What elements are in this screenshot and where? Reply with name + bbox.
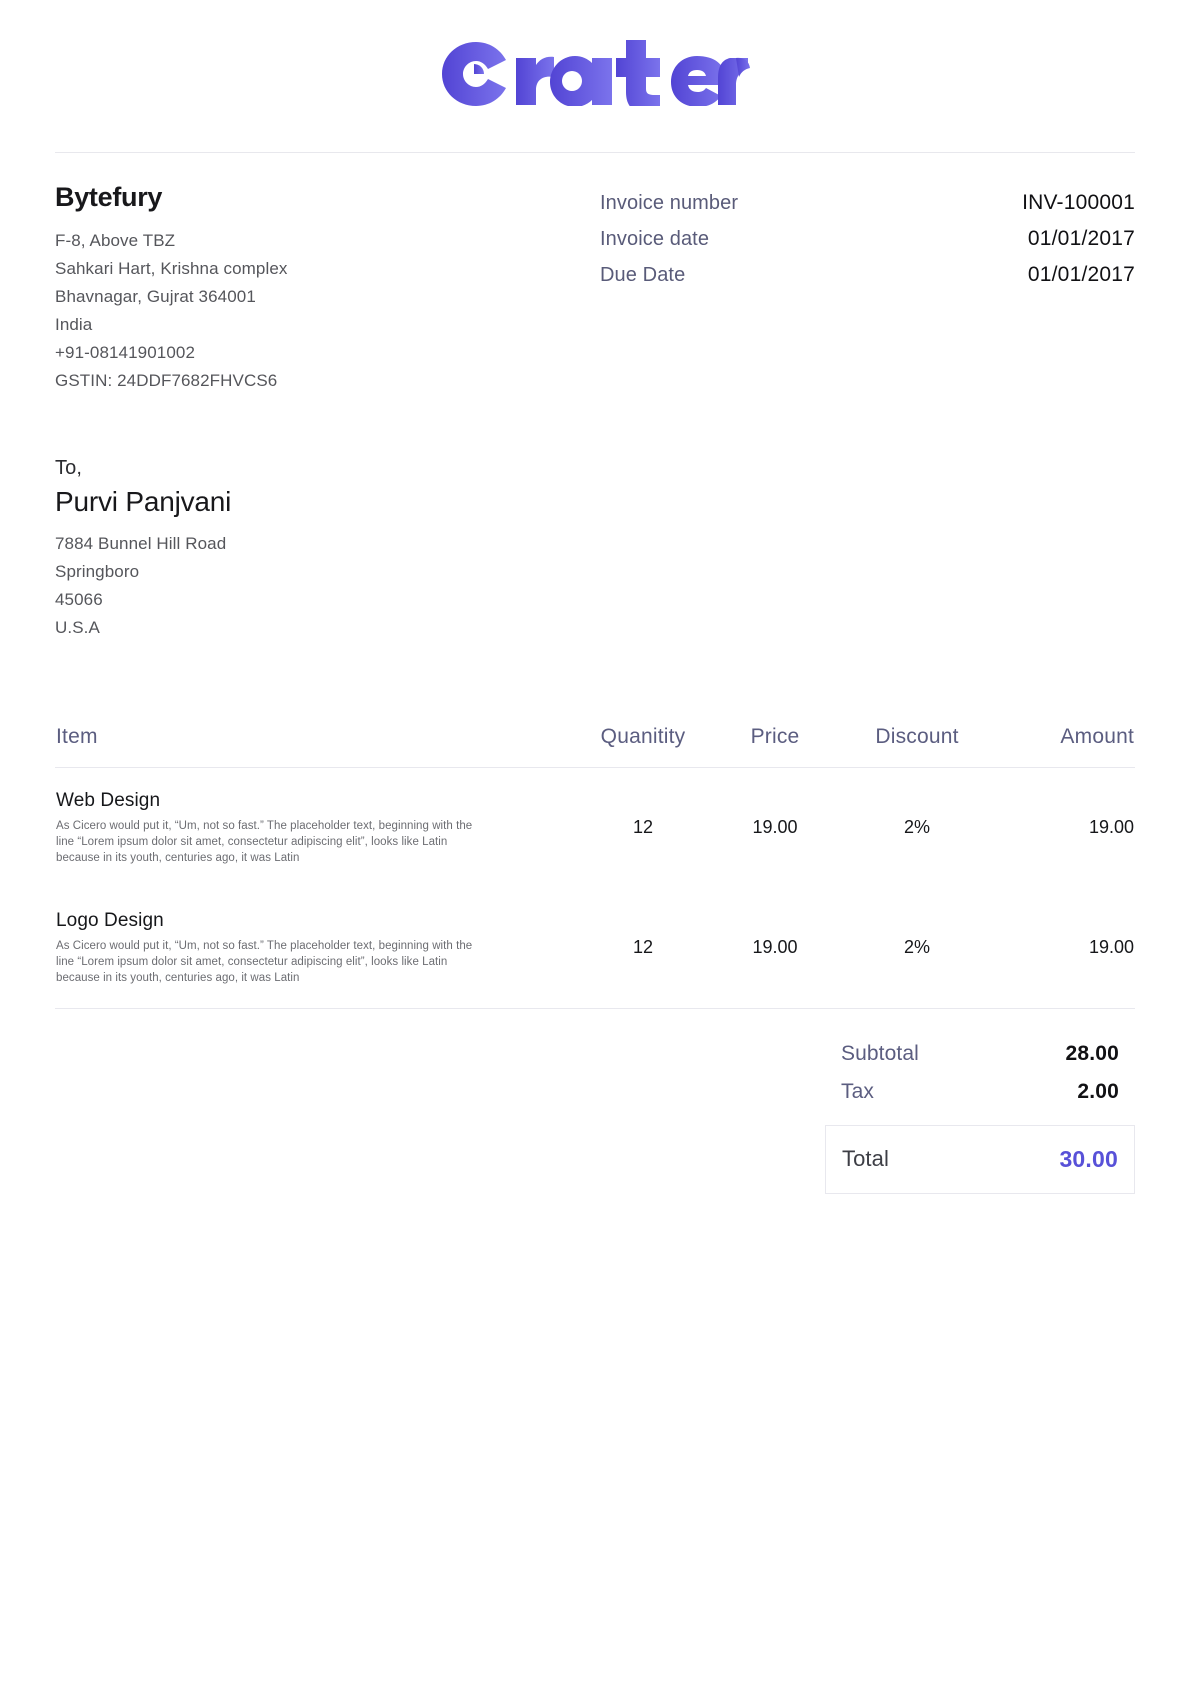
table-row: Web Design As Cicero would put it, “Um, … (55, 767, 1135, 888)
item-discount: 2% (841, 887, 993, 1009)
meta-row-invoice-date: Invoice date 01/01/2017 (600, 227, 1135, 251)
meta-label: Due Date (600, 264, 686, 286)
bill-to-address-line: 45066 (55, 589, 103, 609)
from-gstin: GSTIN: 24DDF7682FHVCS6 (55, 370, 278, 390)
item-amount: 19.00 (993, 887, 1135, 1009)
totals-row-tax: Tax 2.00 (825, 1073, 1135, 1111)
meta-row-due-date: Due Date 01/01/2017 (600, 263, 1135, 287)
totals-row-subtotal: Subtotal 28.00 (825, 1035, 1135, 1073)
meta-value: INV-100001 (1022, 191, 1135, 214)
from-address-line: F-8, Above TBZ (55, 230, 176, 250)
totals-row-total: Total 30.00 (825, 1124, 1135, 1194)
item-cell: Web Design As Cicero would put it, “Um, … (55, 767, 577, 888)
item-cell: Logo Design As Cicero would put it, “Um,… (55, 887, 577, 1009)
column-header-item: Item (56, 724, 98, 748)
items-table: Item Quanitity Price Discount Amount Web… (55, 724, 1135, 1009)
total-value: 30.00 (1059, 1145, 1118, 1172)
column-header-quantity: Quanitity (600, 724, 686, 748)
item-title: Web Design (56, 789, 161, 811)
from-address-line: India (55, 314, 93, 334)
bill-to-block: To, Purvi Panjvani 7884 Bunnel Hill Road… (0, 395, 1190, 642)
bill-to-label: To, (55, 456, 82, 479)
item-amount: 19.00 (1088, 817, 1134, 838)
item-quantity: 12 (577, 887, 709, 1009)
invoice-meta-block: Invoice number INV-100001 Invoice date 0… (600, 183, 1135, 299)
company-name: Bytefury (55, 182, 163, 212)
from-address-line: Sahkari Hart, Krishna complex (55, 258, 288, 278)
meta-row-invoice-number: Invoice number INV-100001 (600, 191, 1135, 215)
column-header-discount: Discount (875, 724, 959, 748)
item-price: 19.00 (752, 817, 798, 838)
items-table-body: Web Design As Cicero would put it, “Um, … (55, 767, 1135, 1009)
items-header-row: Item Quanitity Price Discount Amount (55, 724, 1135, 768)
header-divider (55, 152, 1135, 153)
meta-value: 01/01/2017 (1027, 227, 1135, 250)
item-discount: 2% (903, 817, 930, 838)
column-header-price: Price (750, 724, 800, 748)
crater-logo-icon (442, 40, 750, 106)
item-description: As Cicero would put it, “Um, not so fast… (56, 939, 473, 984)
totals-box: Subtotal 28.00 Tax 2.00 Total 30.00 (825, 1035, 1135, 1194)
totals-section: Subtotal 28.00 Tax 2.00 Total 30.00 (0, 1009, 1190, 1194)
from-phone: +91-08141901002 (55, 342, 195, 362)
meta-label: Invoice number (600, 192, 739, 214)
tax-label: Tax (841, 1079, 874, 1103)
subtotal-value: 28.00 (1065, 1041, 1119, 1065)
item-description: As Cicero would put it, “Um, not so fast… (56, 819, 473, 864)
items-table-head: Item Quanitity Price Discount Amount (55, 724, 1135, 768)
meta-value: 01/01/2017 (1027, 263, 1135, 286)
bill-to-address-line: 7884 Bunnel Hill Road (55, 533, 227, 553)
invoice-header: Bytefury F-8, Above TBZ Sahkari Hart, Kr… (0, 153, 1190, 395)
meta-label: Invoice date (600, 228, 710, 250)
from-block: Bytefury F-8, Above TBZ Sahkari Hart, Kr… (55, 182, 600, 395)
total-label: Total (842, 1146, 889, 1172)
subtotal-label: Subtotal (841, 1041, 919, 1065)
item-title: Logo Design (56, 909, 164, 931)
item-price: 19.00 (709, 887, 841, 1009)
bill-to-name: Purvi Panjvani (55, 485, 232, 517)
brand-logo (0, 0, 1190, 106)
column-header-amount: Amount (1060, 724, 1134, 748)
from-address-line: Bhavnagar, Gujrat 364001 (55, 286, 256, 306)
items-section: Item Quanitity Price Discount Amount Web… (0, 642, 1190, 1009)
table-row: Logo Design As Cicero would put it, “Um,… (55, 887, 1135, 1009)
bill-to-address-line: U.S.A (55, 617, 100, 637)
bill-to-address-line: Springboro (55, 561, 140, 581)
item-quantity: 12 (632, 817, 654, 838)
tax-value: 2.00 (1077, 1079, 1119, 1103)
